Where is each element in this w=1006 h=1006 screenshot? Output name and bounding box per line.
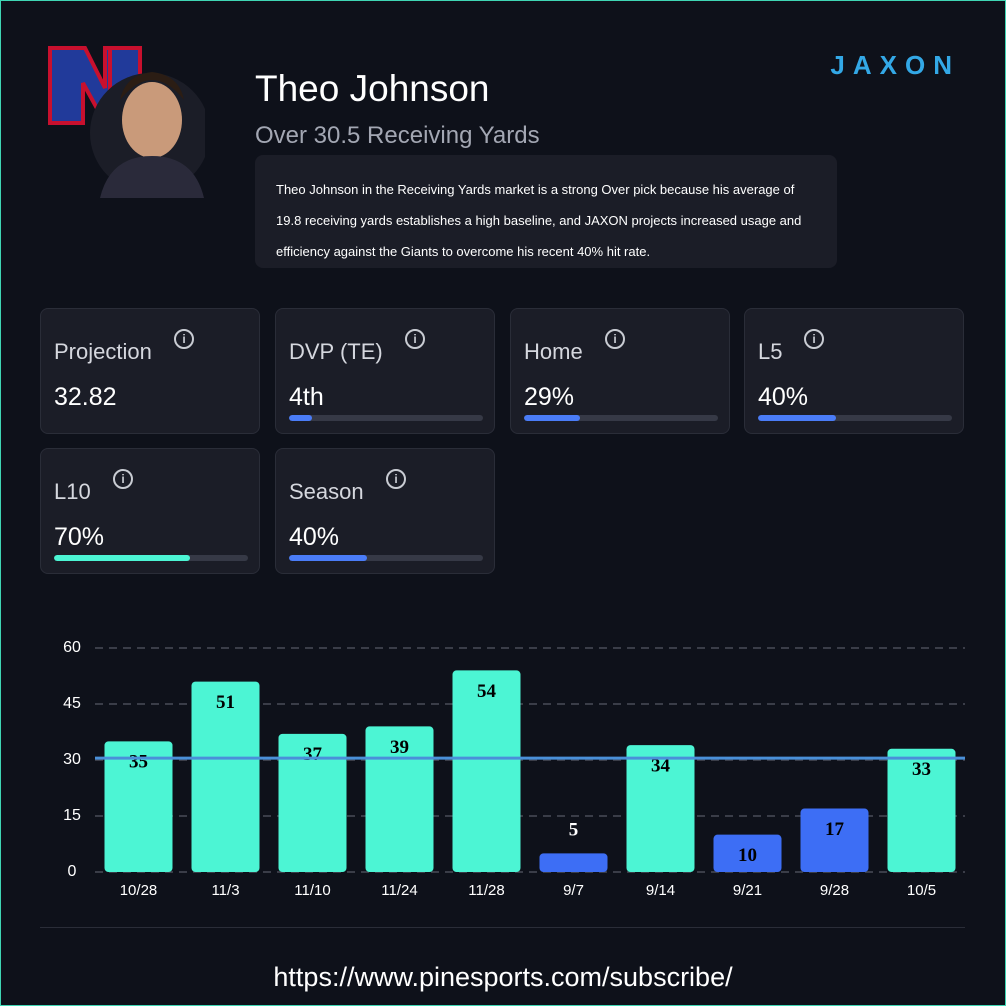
progress-fill xyxy=(758,415,836,421)
value-label: 33 xyxy=(912,759,931,780)
progress-fill xyxy=(289,555,367,561)
stat-value: 40% xyxy=(289,523,340,551)
x-tick-label: 9/21 xyxy=(733,882,762,899)
y-tick-label: 30 xyxy=(63,751,81,768)
player-name: Theo Johnson xyxy=(255,68,490,109)
progress-fill xyxy=(524,415,581,421)
x-tick-label: 11/24 xyxy=(381,882,417,899)
market: Over 30.5 Receiving Yards xyxy=(255,122,540,149)
bar xyxy=(539,853,608,872)
value-label: 39 xyxy=(390,737,409,758)
bar xyxy=(452,670,521,872)
value-label: 17 xyxy=(825,819,845,840)
x-tick-label: 10/5 xyxy=(907,882,936,899)
progress-track xyxy=(54,555,248,561)
value-label: 5 xyxy=(569,820,579,841)
y-tick-label: 45 xyxy=(63,695,81,712)
stat-label: Season xyxy=(289,479,364,504)
stat-card: L5 i 40% xyxy=(744,308,964,434)
x-tick-label: 9/28 xyxy=(820,882,849,899)
progress-track xyxy=(289,555,483,561)
y-tick-label: 60 xyxy=(63,639,81,656)
info-icon: i xyxy=(174,329,194,349)
value-label: 34 xyxy=(651,755,671,776)
value-label: 35 xyxy=(129,752,148,773)
x-tick-label: 9/14 xyxy=(646,882,675,899)
brand-logo: JAXON xyxy=(830,50,960,80)
progress-track xyxy=(524,415,718,421)
bar xyxy=(800,808,869,872)
y-tick-label: 15 xyxy=(63,807,81,824)
info-icon: i xyxy=(113,469,133,489)
stat-value: 32.82 xyxy=(54,383,117,411)
stat-card: Season i 40% xyxy=(275,448,495,574)
progress-track xyxy=(758,415,952,421)
progress-fill xyxy=(54,555,190,561)
info-icon: i xyxy=(405,329,425,349)
info-icon: i xyxy=(804,329,824,349)
stat-card: Home i 29% xyxy=(510,308,730,434)
stat-value: 40% xyxy=(758,383,809,411)
stat-label: L5 xyxy=(758,339,783,364)
bar xyxy=(626,745,695,872)
stat-card: DVP (TE) i 4th xyxy=(275,308,495,434)
bar xyxy=(104,741,173,872)
bar xyxy=(191,681,260,872)
bar xyxy=(365,726,434,872)
divider xyxy=(40,927,965,928)
x-tick-label: 10/28 xyxy=(120,882,158,899)
progress-track xyxy=(289,415,483,421)
analysis: Theo Johnson in the Receiving Yards mark… xyxy=(255,155,837,268)
stat-label: Projection xyxy=(54,339,152,364)
info-icon: i xyxy=(605,329,625,349)
stat-label: Home xyxy=(524,339,583,364)
chart: 0 15 30 45 60 10/28 35 11/3 51 11/10 37 11/24 39 11/2… xyxy=(63,639,965,899)
stat-label: L10 xyxy=(54,479,91,504)
player-graphic xyxy=(48,46,205,198)
stat-label: DVP (TE) xyxy=(289,339,383,364)
value-label: 51 xyxy=(216,692,235,713)
bar xyxy=(713,834,782,872)
stat-card: L10 i 70% xyxy=(40,448,260,574)
x-tick-label: 11/3 xyxy=(211,882,239,899)
x-tick-label: 9/7 xyxy=(563,882,584,899)
info-icon: i xyxy=(386,469,406,489)
stat-value: 4th xyxy=(289,383,324,411)
stat-value: 29% xyxy=(524,383,575,411)
value-label: 10 xyxy=(738,845,757,866)
value-label: 54 xyxy=(477,681,497,702)
bar xyxy=(278,733,347,872)
footer-url: https://www.pinesports.com/subscribe/ xyxy=(273,962,733,992)
progress-fill xyxy=(289,415,313,421)
x-tick-label: 11/10 xyxy=(294,882,330,899)
stat-value: 70% xyxy=(54,523,105,551)
value-label: 37 xyxy=(303,744,323,765)
stat-card: Projection i 32.82 xyxy=(40,308,260,434)
bar xyxy=(887,748,956,872)
y-tick-label: 0 xyxy=(68,863,77,880)
x-tick-label: 11/28 xyxy=(468,882,504,899)
